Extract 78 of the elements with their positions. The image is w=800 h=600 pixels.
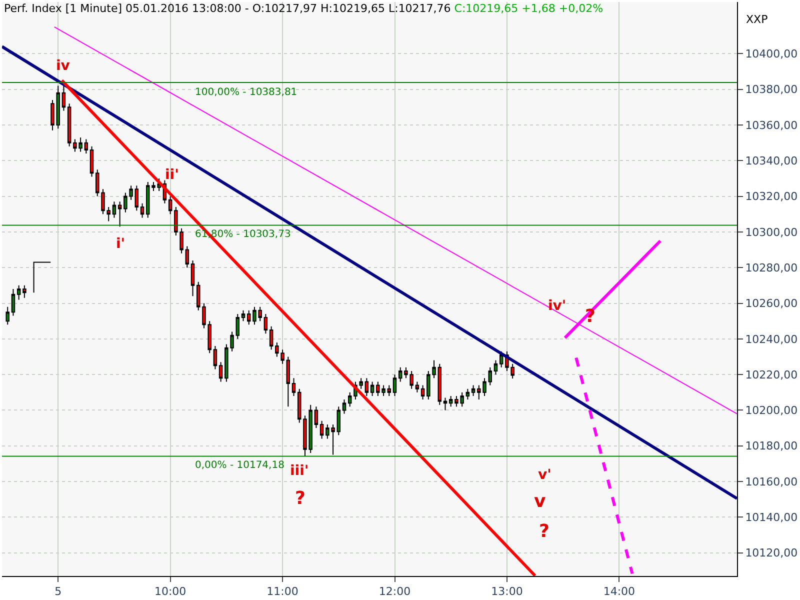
candlestick — [247, 310, 251, 326]
candlestick — [292, 378, 296, 396]
annotation: v' — [538, 467, 552, 483]
text: XXP — [746, 13, 768, 26]
candlestick — [112, 201, 116, 218]
chart-title: Perf. Index [1 Minute] 05.01.2016 13:08:00 - O:10217,97 H:10219,65 L:10217,76 — [4, 2, 451, 15]
annotation: i' — [116, 236, 126, 252]
annotation: v — [534, 491, 546, 512]
candlestick — [118, 201, 122, 228]
annotation: 0,00% - 10174,18 — [195, 460, 284, 471]
y-tick-label: 10340,00 — [745, 154, 798, 168]
x-tick-label: 11:00 — [266, 585, 298, 598]
candlestick — [420, 384, 425, 400]
candlestick — [448, 395, 453, 408]
candlestick — [241, 310, 246, 322]
y-tick-label: 10180,00 — [745, 440, 798, 453]
candlestick — [236, 313, 240, 340]
candlestick — [16, 284, 21, 300]
candlestick — [185, 246, 190, 268]
candlestick — [370, 381, 374, 396]
candlestick — [348, 392, 352, 408]
candlestick — [438, 363, 442, 406]
candlestick — [213, 346, 218, 370]
y-tick-label: 10300,00 — [745, 226, 798, 239]
candlestick — [134, 185, 139, 212]
candlestick — [11, 288, 16, 316]
candlestick — [168, 196, 172, 215]
x-tick-label: 12:00 — [378, 585, 411, 598]
y-tick-label: 10200,00 — [745, 404, 798, 418]
candlestick — [90, 146, 94, 178]
candlestick — [320, 420, 324, 440]
y-tick-label: 10400,00 — [745, 48, 798, 61]
candlestick — [471, 384, 476, 396]
y-tick-label: 10120,00 — [745, 546, 798, 560]
candlestick — [22, 284, 26, 298]
y-tick-label: 10160,00 — [745, 475, 798, 488]
y-tick-label: 10240,00 — [745, 332, 798, 346]
candlestick — [67, 103, 72, 147]
y-tick-label: 10380,00 — [745, 83, 798, 96]
annotation: iv' — [548, 298, 566, 314]
candlestick — [443, 397, 448, 411]
candlestick — [336, 406, 341, 436]
candlestick — [264, 313, 268, 334]
candlestick — [488, 366, 492, 386]
y-tick-label: 10260,00 — [745, 297, 798, 310]
annotation: ii' — [165, 167, 179, 183]
candlestick — [140, 202, 144, 218]
candlestick — [84, 138, 88, 154]
y-tick-label: 10320,00 — [745, 190, 798, 204]
candlestick — [269, 326, 274, 350]
x-tick-label: 14:00 — [603, 585, 636, 598]
candlestick — [387, 384, 392, 396]
y-tick-label: 10280,00 — [745, 261, 798, 274]
annotation: 100,00% - 10383,81 — [195, 87, 298, 98]
candlestick — [466, 388, 470, 400]
candlestick — [364, 378, 369, 396]
candlestick — [190, 260, 195, 297]
annotation: iii' — [290, 463, 309, 479]
candlestick — [297, 388, 302, 424]
x-tick-label: 10:00 — [154, 585, 186, 598]
candlestick — [342, 399, 346, 414]
candlestick — [286, 356, 290, 408]
candlestick — [314, 406, 318, 429]
candlestick — [392, 374, 397, 396]
y-tick-label: 10220,00 — [745, 368, 798, 382]
y-tick-label: 10140,00 — [745, 511, 798, 524]
annotation: ? — [539, 521, 550, 542]
candlestick — [398, 366, 402, 382]
y-tick-label: 10360,00 — [745, 118, 798, 132]
candlestick — [415, 381, 420, 393]
x-tick-label: 5 — [54, 585, 62, 598]
annotation: ? — [295, 488, 306, 509]
chart-subtitle: C:10219,65 +1,68 +0,02% — [454, 2, 604, 15]
candlestick — [494, 360, 498, 376]
x-tick-label: 13:00 — [491, 585, 523, 598]
candlestick — [6, 306, 10, 326]
annotation: iv — [56, 58, 70, 74]
candlestick — [218, 362, 223, 382]
